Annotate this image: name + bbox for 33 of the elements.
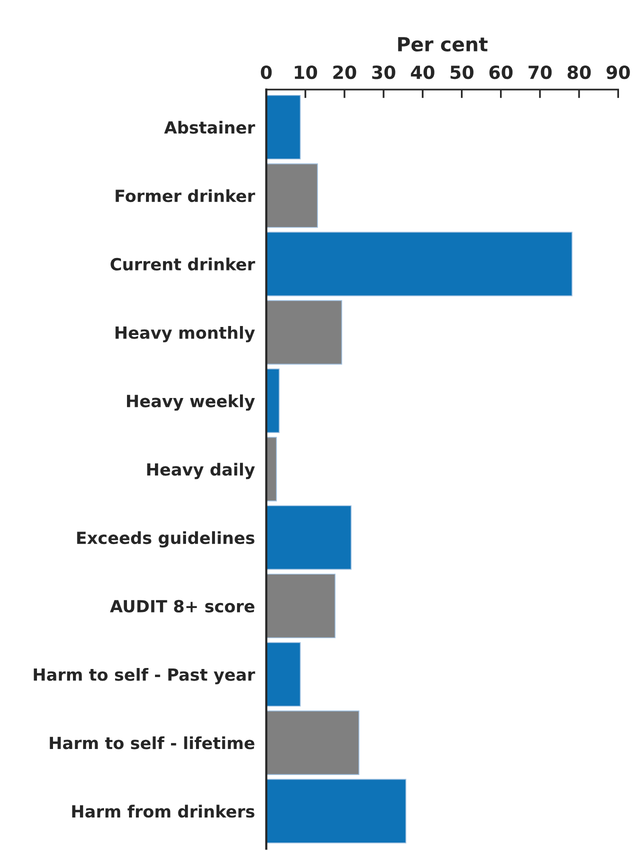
bar [266, 778, 406, 844]
x-tick-label: 30 [372, 65, 396, 80]
x-tick-label: 90 [606, 65, 630, 80]
y-tick-label: Heavy monthly [116, 326, 255, 342]
x-axis-title: Per cent [398, 37, 488, 52]
x-tick-label: 80 [568, 65, 591, 80]
x-tick-label: 60 [489, 65, 513, 80]
y-tick-label: AUDIT 8+ score [110, 600, 254, 613]
bar [266, 710, 360, 775]
bar [266, 300, 342, 365]
bar [266, 436, 277, 502]
bar [266, 163, 318, 228]
y-tick-label: Former drinker [116, 189, 256, 202]
bar [266, 574, 336, 638]
bar [266, 505, 352, 570]
bar [266, 94, 301, 160]
bar [266, 232, 572, 296]
bar [266, 368, 280, 433]
y-tick-label: Harm to self - Past year [34, 668, 256, 684]
y-tick-label: Abstainer [164, 120, 256, 134]
y-tick-label: Harm to self - lifetime [50, 736, 254, 750]
y-tick-label: Exceeds guidelines [77, 531, 254, 548]
x-tick-label: 50 [450, 65, 474, 80]
y-tick-label: Heavy daily [147, 462, 255, 480]
x-tick-label: 40 [410, 65, 434, 80]
x-tick-label: 0 [260, 65, 272, 80]
x-tick-label: 20 [333, 65, 356, 80]
y-tick-label: Harm from drinkers [72, 804, 254, 818]
y-tick-label: Heavy weekly [127, 394, 255, 411]
x-tick-label: 10 [294, 65, 318, 80]
bar [266, 642, 301, 707]
x-tick-label: 70 [528, 65, 552, 80]
y-tick-label: Current drinker [110, 258, 256, 271]
